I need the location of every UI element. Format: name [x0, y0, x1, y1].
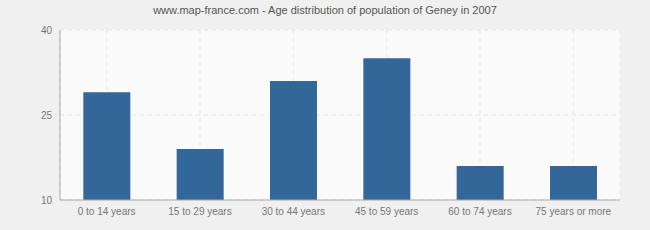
svg-text:60 to 74 years: 60 to 74 years	[448, 206, 511, 217]
svg-text:0 to 14 years: 0 to 14 years	[78, 206, 136, 217]
svg-text:10: 10	[41, 195, 53, 206]
svg-text:45 to 59 years: 45 to 59 years	[355, 206, 418, 217]
svg-text:25: 25	[41, 110, 53, 121]
html-text:www.map-france.com - Age distr: www.map-france.com - Age distribution of…	[153, 4, 497, 16]
svg-text:30 to 44 years: 30 to 44 years	[262, 206, 325, 217]
svg-text:15 to 29 years: 15 to 29 years	[168, 206, 231, 217]
svg-text:75 years or more: 75 years or more	[536, 206, 612, 217]
svg-text:40: 40	[41, 25, 53, 36]
